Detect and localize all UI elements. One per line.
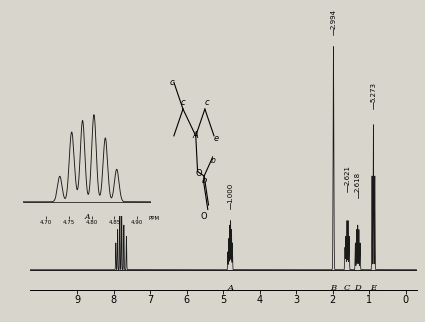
Text: 5.273: 5.273 <box>371 82 377 102</box>
Text: b: b <box>210 156 215 165</box>
Text: 2.618: 2.618 <box>355 172 361 192</box>
Text: E: E <box>370 284 377 291</box>
Text: c: c <box>170 78 174 87</box>
Text: e: e <box>213 134 218 143</box>
Text: b: b <box>201 176 207 185</box>
Text: A: A <box>192 131 198 140</box>
Text: C: C <box>344 284 350 291</box>
Text: 2.994: 2.994 <box>331 9 337 29</box>
Text: 1.000: 1.000 <box>227 183 233 203</box>
Text: c: c <box>204 98 209 107</box>
Text: O: O <box>201 212 207 221</box>
Text: D: D <box>354 284 361 291</box>
Text: A: A <box>227 284 233 291</box>
Text: O: O <box>195 169 201 178</box>
Text: B: B <box>330 284 337 291</box>
Text: c: c <box>181 98 185 107</box>
Text: 2.621: 2.621 <box>344 165 350 185</box>
Text: A: A <box>85 213 90 222</box>
Text: PPM: PPM <box>149 216 160 221</box>
